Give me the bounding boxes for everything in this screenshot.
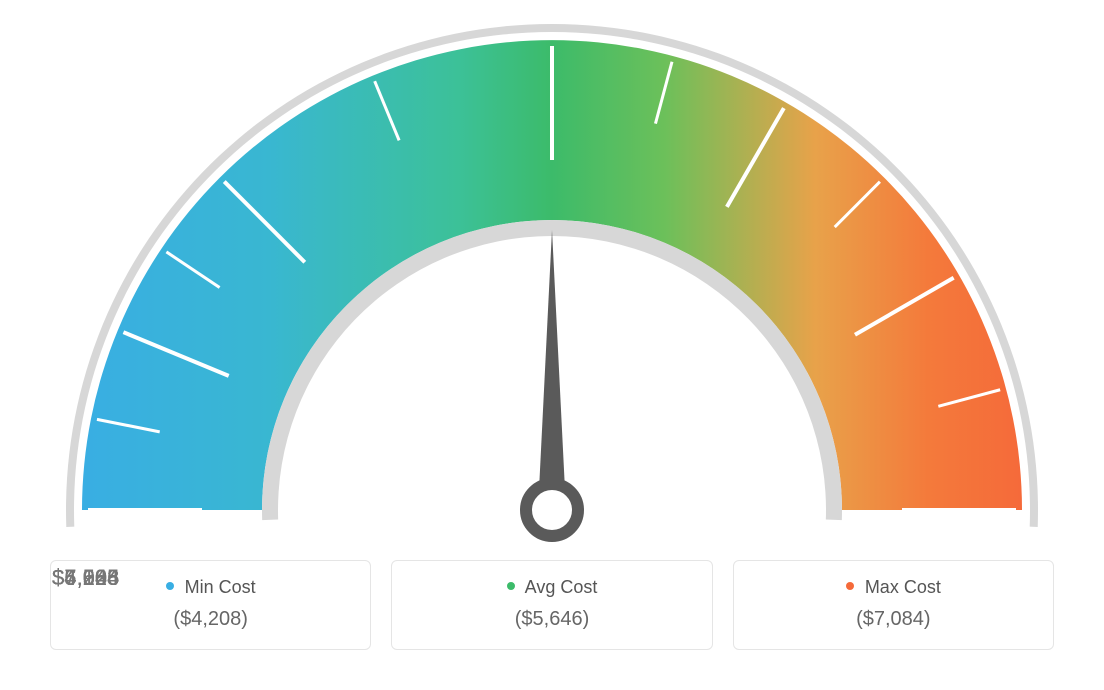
avg-cost-label: Avg Cost — [525, 577, 598, 597]
max-cost-header: Max Cost — [744, 577, 1043, 598]
min-cost-value: ($4,208) — [61, 608, 360, 631]
avg-cost-dot — [507, 582, 515, 590]
min-cost-label: Min Cost — [185, 577, 256, 597]
legend-row: Min Cost ($4,208) Avg Cost ($5,646) Max … — [0, 560, 1104, 690]
max-cost-card: Max Cost ($7,084) — [733, 560, 1054, 650]
min-cost-header: Min Cost — [61, 577, 360, 598]
max-cost-value: ($7,084) — [744, 608, 1043, 631]
gauge-svg — [52, 0, 1052, 560]
avg-cost-card: Avg Cost ($5,646) — [391, 560, 712, 650]
min-cost-dot — [166, 582, 174, 590]
avg-cost-value: ($5,646) — [402, 608, 701, 631]
min-cost-card: Min Cost ($4,208) — [50, 560, 371, 650]
max-cost-dot — [846, 582, 854, 590]
max-cost-label: Max Cost — [865, 577, 941, 597]
cost-gauge: $4,208$4,568$4,928$5,646$6,125$6,604$7,0… — [52, 0, 1052, 560]
avg-cost-header: Avg Cost — [402, 577, 701, 598]
